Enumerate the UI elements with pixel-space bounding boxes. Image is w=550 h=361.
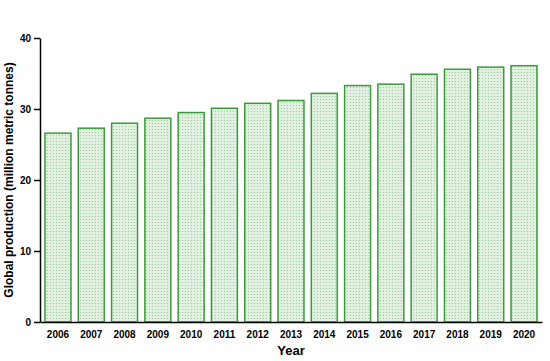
- x-tick-label: 2020: [513, 329, 536, 340]
- x-axis-title: Year: [277, 343, 304, 358]
- x-tick: 2014: [313, 329, 336, 340]
- y-tick-mark: [34, 180, 40, 182]
- x-tick-label: 2017: [413, 329, 436, 340]
- x-tick: 2013: [280, 329, 303, 340]
- y-tick-label: 30: [20, 104, 32, 115]
- y-tick: 20: [20, 175, 40, 186]
- bar: [411, 74, 437, 322]
- x-axis: 2006 2007 2008 2009 2010 2011 2012 2013 2014 2015…: [41, 323, 543, 341]
- bar: [78, 128, 104, 322]
- x-tick: 2017: [413, 329, 436, 340]
- x-tick: 2019: [480, 329, 503, 340]
- x-tick-label: 2008: [113, 329, 136, 340]
- x-tick-label: 2015: [346, 329, 369, 340]
- x-tick: 2011: [214, 329, 236, 340]
- bar: [178, 113, 204, 322]
- y-tick: 10: [20, 246, 40, 257]
- bar: [245, 103, 271, 322]
- y-tick-label: 10: [20, 246, 32, 257]
- bars: [45, 66, 537, 322]
- bar: [511, 66, 537, 322]
- x-tick: 2006: [47, 329, 70, 340]
- chart: 2006200720082009201020112012201320142015…: [0, 0, 550, 361]
- y-axis-title: Global production (million metric tonnes…: [2, 62, 16, 297]
- bar: [478, 67, 504, 322]
- x-tick-label: 2007: [80, 329, 103, 340]
- x-tick-label: 2014: [313, 329, 336, 340]
- y-axis: 0 10 20 30 40: [20, 33, 41, 328]
- x-tick: 2015: [346, 329, 369, 340]
- y-tick-label: 20: [20, 175, 32, 186]
- x-tick-label: 2018: [446, 329, 469, 340]
- x-axis-line: [41, 322, 543, 324]
- y-tick-label: 0: [25, 317, 31, 328]
- x-tick: 2007: [80, 329, 103, 340]
- x-tick-label: 2006: [47, 329, 70, 340]
- bar: [278, 100, 304, 322]
- bar: [311, 93, 337, 322]
- y-tick-mark: [34, 109, 40, 111]
- x-tick: 2010: [180, 329, 203, 340]
- x-tick-label: 2011: [214, 329, 236, 340]
- y-tick: 0: [25, 317, 40, 328]
- x-tick-label: 2016: [380, 329, 403, 340]
- x-tick: 2018: [446, 329, 469, 340]
- x-tick: 2008: [113, 329, 136, 340]
- x-tick-label: 2019: [480, 329, 503, 340]
- x-tick: 2009: [147, 329, 170, 340]
- x-tick: 2016: [380, 329, 403, 340]
- x-tick-label: 2012: [247, 329, 270, 340]
- x-tick-label: 2013: [280, 329, 303, 340]
- plot-area: 2006200720082009201020112012201320142015…: [20, 33, 543, 340]
- bar: [378, 84, 404, 322]
- bar: [211, 108, 237, 322]
- y-tick-mark: [34, 38, 40, 40]
- x-tick-label: 2009: [147, 329, 170, 340]
- y-tick-label: 40: [20, 33, 32, 44]
- y-tick: 40: [20, 33, 40, 44]
- y-tick: 30: [20, 104, 40, 115]
- y-tick-mark: [34, 322, 40, 324]
- y-tick-mark: [34, 251, 40, 253]
- x-tick: 2012: [247, 329, 270, 340]
- bar: [112, 123, 138, 322]
- bar: [45, 133, 71, 322]
- bar: [345, 86, 371, 322]
- bar: [444, 69, 470, 322]
- x-tick-label: 2010: [180, 329, 203, 340]
- bar: [145, 118, 171, 322]
- x-tick: 2020: [513, 329, 536, 340]
